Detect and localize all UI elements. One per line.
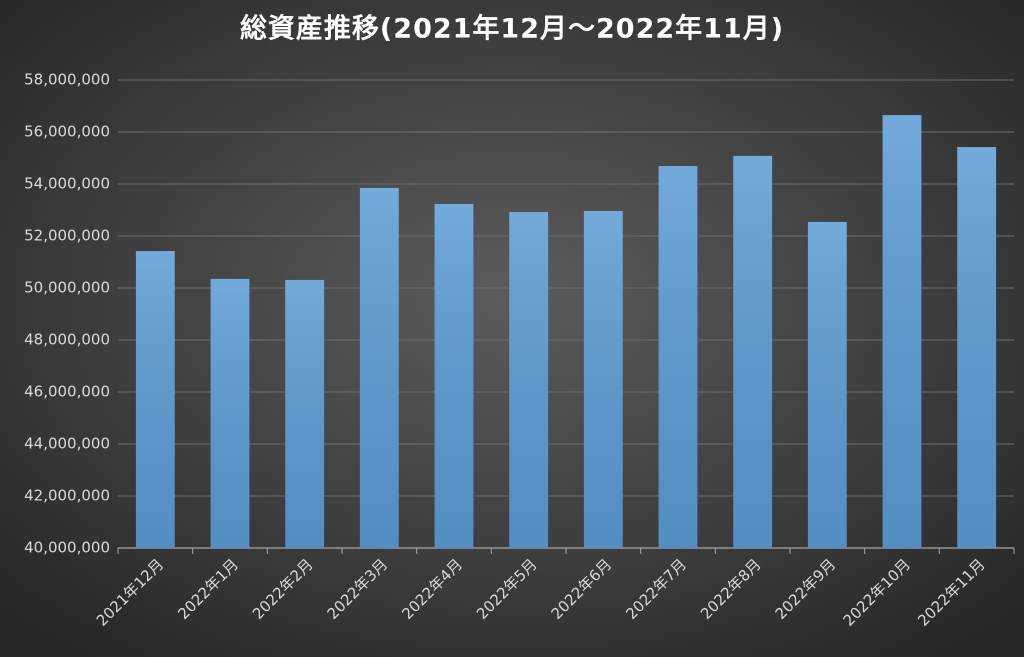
bar-sheen [509, 212, 549, 548]
bar-sheen [882, 115, 922, 548]
bar-sheen [285, 279, 325, 548]
y-tick-label: 42,000,000 [24, 487, 110, 505]
y-tick-label: 48,000,000 [24, 331, 110, 349]
bar-sheen [658, 166, 698, 548]
y-tick-label: 54,000,000 [24, 175, 110, 193]
y-tick-label: 52,000,000 [24, 227, 110, 245]
bar-sheen [434, 204, 474, 548]
y-tick-label: 56,000,000 [24, 123, 110, 141]
bar-sheen [210, 278, 250, 548]
bar-sheen [733, 155, 773, 549]
y-tick-label: 44,000,000 [24, 435, 110, 453]
bar-sheen [583, 211, 623, 549]
bar-sheen [957, 147, 997, 548]
y-tick-label: 58,000,000 [24, 71, 110, 89]
bar-sheen [359, 187, 399, 548]
y-tick-label: 50,000,000 [24, 279, 110, 297]
y-tick-label: 46,000,000 [24, 383, 110, 401]
y-tick-label: 40,000,000 [24, 539, 110, 557]
bar-sheen [807, 221, 847, 548]
chart-title: 総資産推移(2021年12月～2022年11月) [240, 13, 784, 45]
bar-sheen [135, 251, 175, 548]
